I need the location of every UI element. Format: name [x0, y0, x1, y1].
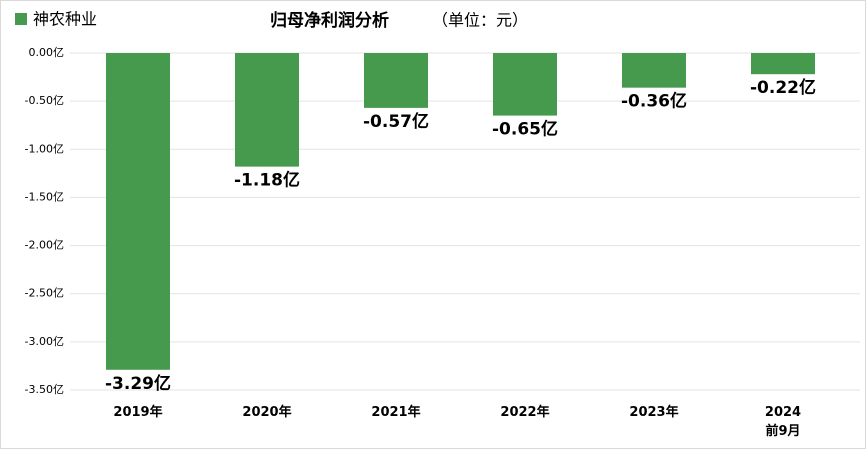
value-label: -0.65亿 — [492, 119, 558, 140]
value-label: -0.57亿 — [363, 111, 429, 132]
x-tick-label: 2022年 — [500, 404, 549, 420]
bar — [493, 53, 557, 116]
x-tick-label: 2021年 — [371, 404, 420, 420]
chart-subtitle: （单位：元） — [432, 11, 528, 30]
bar — [622, 53, 686, 88]
y-tick-label: 0.00亿 — [29, 46, 65, 59]
value-label: -0.22亿 — [750, 77, 816, 98]
y-tick-label: -3.50亿 — [25, 383, 64, 396]
legend-swatch — [15, 13, 27, 25]
bar — [106, 53, 170, 370]
y-tick-label: -2.00亿 — [25, 239, 64, 252]
y-tick-label: -1.00亿 — [25, 142, 64, 155]
x-tick-label: 2019年 — [113, 404, 162, 420]
value-label: -0.36亿 — [621, 91, 687, 112]
y-tick-label: -3.00亿 — [25, 335, 64, 348]
y-tick-label: -0.50亿 — [25, 94, 64, 107]
value-label: -1.18亿 — [234, 170, 300, 191]
bar — [364, 53, 428, 108]
x-tick-label: 2023年 — [629, 404, 678, 420]
bar — [235, 53, 299, 167]
legend-label: 神农种业 — [33, 10, 97, 29]
bar — [751, 53, 815, 75]
x-tick-label: 2020年 — [242, 404, 291, 420]
y-tick-label: -1.50亿 — [25, 190, 64, 203]
y-tick-label: -2.50亿 — [25, 287, 64, 300]
chart-title: 归母净利润分析 — [270, 10, 389, 31]
x-tick-label: 2024 前9月 — [765, 405, 801, 439]
value-label: -3.29亿 — [105, 373, 171, 394]
